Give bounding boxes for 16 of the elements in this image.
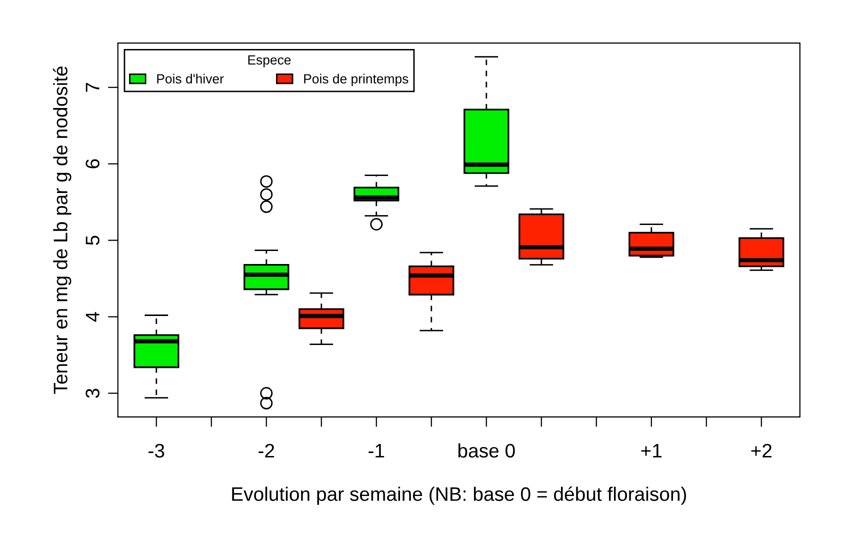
x-axis-title: Evolution par semaine (NB: base 0 = début floraison) bbox=[232, 486, 686, 505]
y-tick-label: 6 bbox=[86, 159, 100, 168]
y-tick-label: 5 bbox=[86, 236, 100, 245]
y-tick-label: 7 bbox=[86, 82, 100, 92]
x-tick-label: base 0 bbox=[458, 443, 515, 458]
legend-label: Pois d'hiver bbox=[157, 74, 224, 84]
x-tick-label: +2 bbox=[751, 444, 772, 458]
legend-title: Espece bbox=[248, 55, 291, 68]
y-tick-label: 3 bbox=[86, 388, 100, 398]
x-tick-label: -2 bbox=[258, 444, 274, 458]
y-tick-label: 4 bbox=[86, 312, 100, 322]
y-axis-title: Teneur en mg de Lb par g de nodosité bbox=[52, 66, 72, 394]
x-tick-label: -1 bbox=[368, 444, 384, 458]
legend-label: Pois de printemps bbox=[304, 74, 408, 86]
x-tick-label: +1 bbox=[641, 444, 662, 458]
x-tick-label: -3 bbox=[148, 444, 164, 458]
